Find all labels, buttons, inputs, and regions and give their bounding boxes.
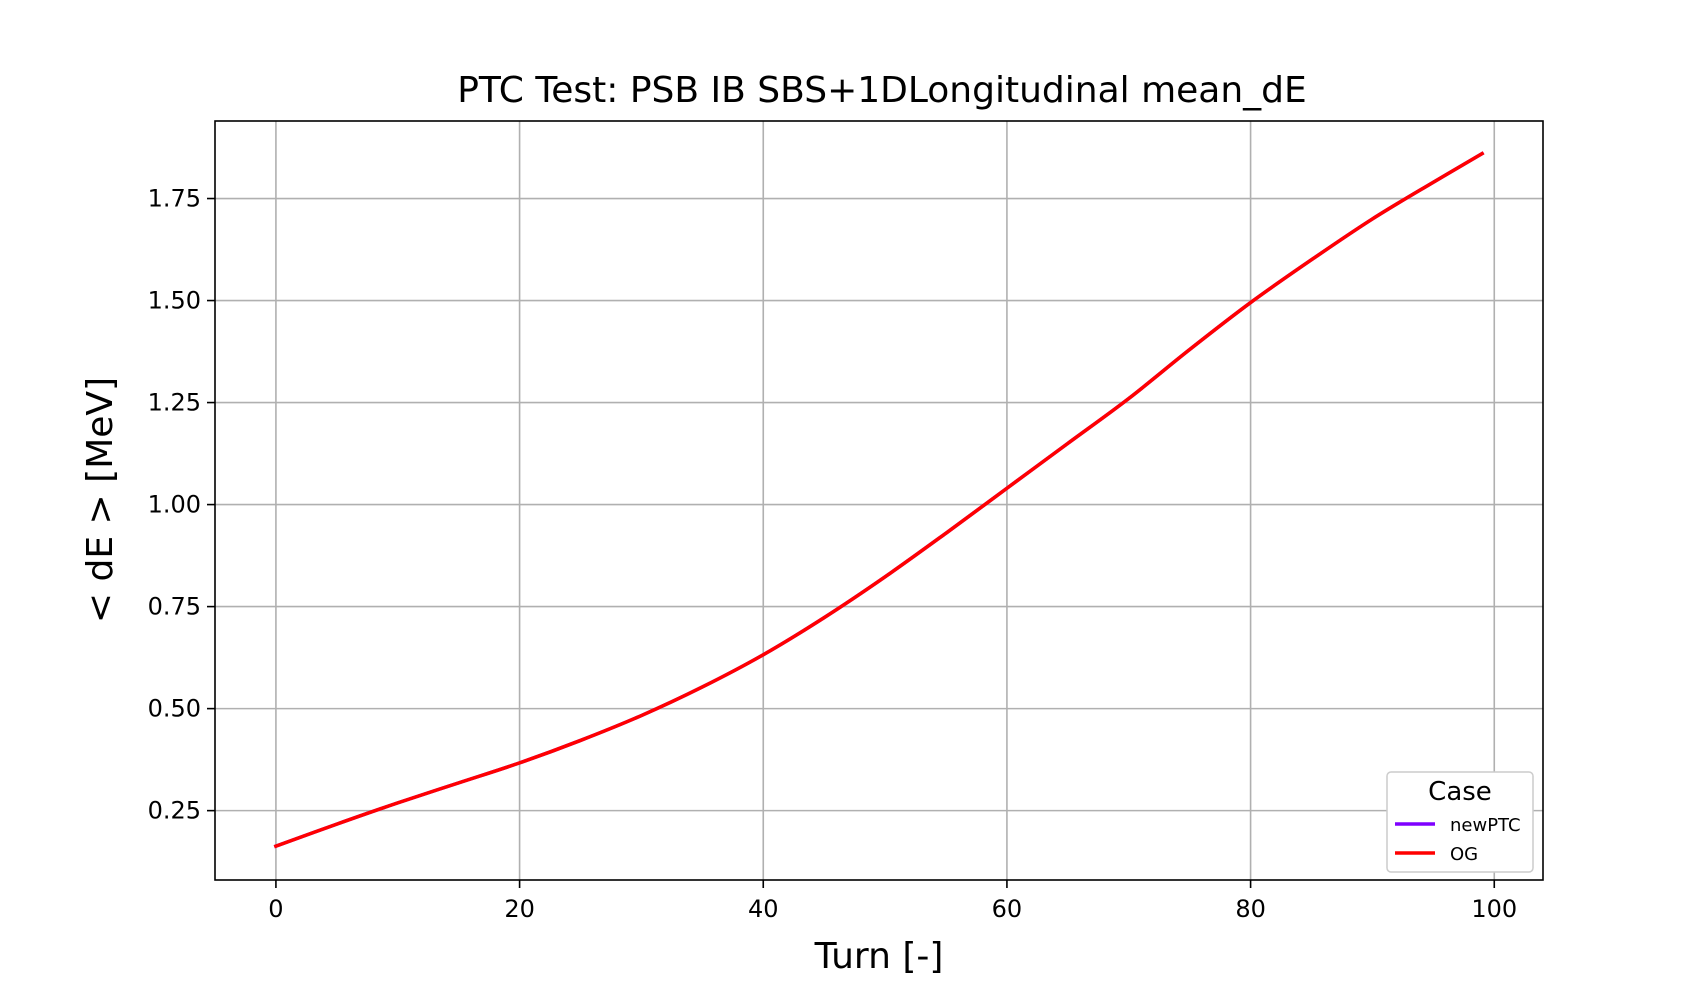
y-tick-label: 0.75: [148, 593, 201, 621]
x-tick-label: 100: [1471, 895, 1517, 923]
y-tick-label: 0.25: [148, 797, 201, 825]
series-line-og: [273, 151, 1485, 849]
y-axis-ticks: 0.25 0.50 0.75 1.00 1.25 1.50 1.75: [148, 185, 215, 825]
y-tick-label: 1.25: [148, 389, 201, 417]
x-tick-label: 20: [504, 895, 535, 923]
x-tick-label: 60: [992, 895, 1023, 923]
x-tick-label: 0: [268, 895, 283, 923]
series-layer: [273, 151, 1485, 849]
legend-box: [1386, 771, 1534, 873]
legend-title: Case: [1428, 777, 1492, 807]
legend-label-og: OG: [1450, 844, 1478, 865]
legend: Case newPTC OG: [1386, 771, 1534, 873]
chart-title: PTC Test: PSB IB SBS+1DLongitudinal mean…: [457, 70, 1307, 111]
y-tick-label: 1.00: [148, 491, 201, 519]
y-axis-label: < dE > [MeV]: [80, 377, 121, 623]
plot-area-frame: [214, 120, 1544, 881]
grid-layer: [215, 121, 1543, 880]
legend-label-newptc: newPTC: [1450, 815, 1521, 836]
x-axis-label: Turn [-]: [814, 936, 944, 977]
x-tick-label: 40: [748, 895, 779, 923]
y-tick-label: 0.50: [148, 695, 201, 723]
y-tick-label: 1.75: [148, 185, 201, 213]
x-tick-label: 80: [1235, 895, 1266, 923]
x-axis-ticks: 0 20 40 60 80 100: [268, 880, 1517, 923]
y-tick-label: 1.50: [148, 287, 201, 315]
